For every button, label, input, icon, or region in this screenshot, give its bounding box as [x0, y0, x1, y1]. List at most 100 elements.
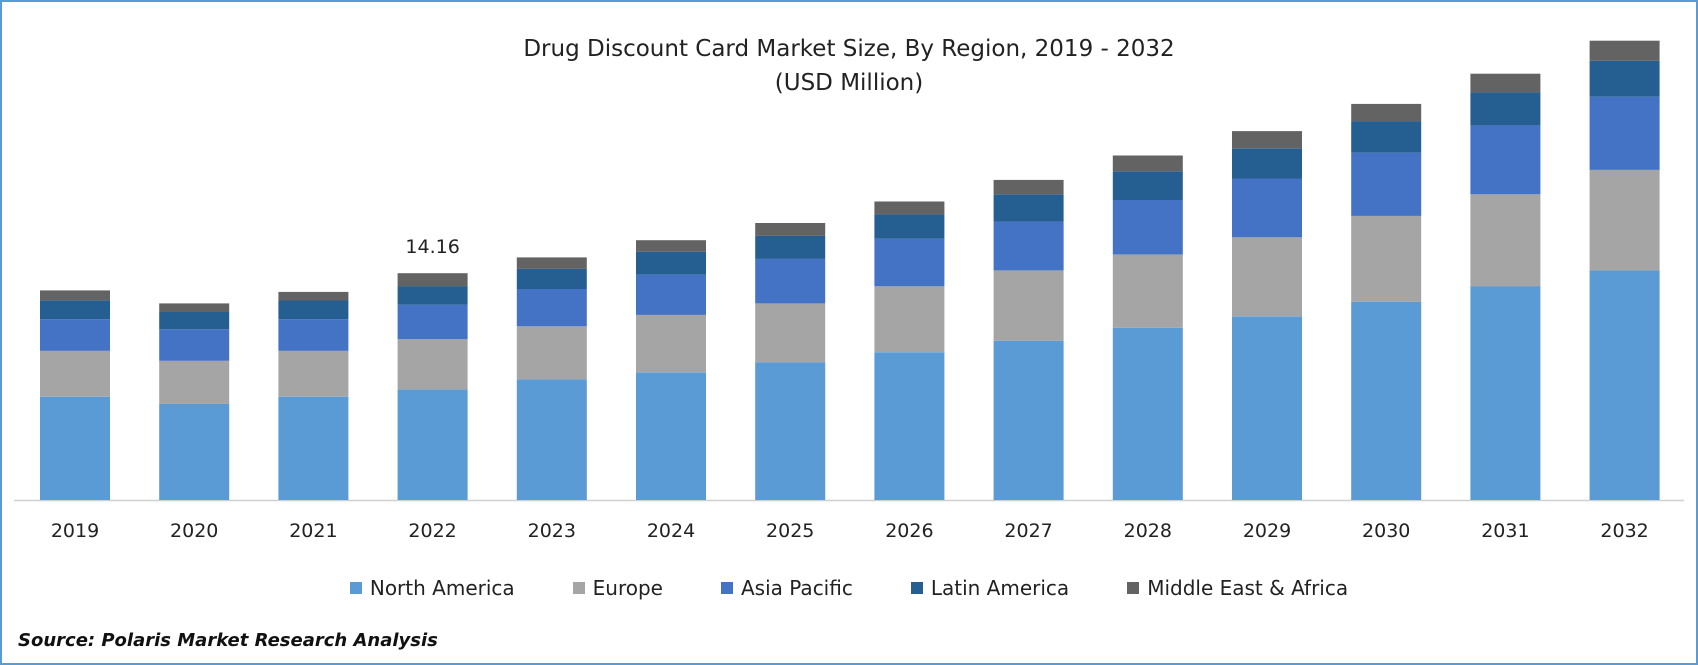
x-tick-label-2022: 2022	[408, 520, 456, 542]
bar-segment-2022-asia-pacific	[397, 304, 468, 340]
legend-swatch	[721, 582, 733, 594]
bar-segment-2021-asia-pacific	[278, 319, 349, 351]
bar-segment-2028-europe	[1112, 254, 1183, 328]
bar-segment-2021-north-america	[278, 396, 349, 500]
data-label-2022: 14.16	[405, 236, 459, 258]
bar-segment-2024-north-america	[636, 372, 706, 500]
bar-segment-2027-asia-pacific	[993, 221, 1064, 271]
bar-segment-2026-middle-east-africa	[874, 201, 945, 215]
bar-segment-2020-north-america	[159, 403, 230, 500]
bar-segment-2031-north-america	[1470, 286, 1541, 500]
legend-item-europe: Europe	[572, 576, 663, 600]
legend-label: North America	[369, 576, 515, 600]
x-tick-label-2028: 2028	[1124, 520, 1172, 542]
bar-segment-2019-asia-pacific	[40, 319, 110, 351]
legend-label: Europe	[592, 576, 663, 600]
bar-segment-2021-europe	[278, 350, 349, 397]
chart-legend: North America Europe Asia Pacific Latin Ame…	[2, 576, 1696, 600]
bar-segment-2024-latin-america	[636, 251, 706, 275]
legend-swatch	[910, 582, 923, 594]
x-tick-label-2031: 2031	[1481, 520, 1529, 542]
bar-segment-2032-middle-east-africa	[1589, 40, 1660, 61]
bar-segment-2028-latin-america	[1112, 171, 1183, 200]
bar-segment-2023-europe	[516, 326, 587, 380]
bar-segment-2029-asia-pacific	[1232, 178, 1302, 238]
x-tick-label-2019: 2019	[51, 520, 99, 542]
bar-segment-2019-north-america	[40, 396, 110, 500]
bar-segment-2025-middle-east-africa	[755, 223, 826, 236]
bar-segment-2029-north-america	[1232, 316, 1302, 500]
x-tick-label-2029: 2029	[1243, 520, 1291, 542]
bar-segment-2021-middle-east-africa	[278, 291, 349, 301]
bar-segment-2030-middle-east-africa	[1351, 103, 1422, 122]
bar-segment-2028-north-america	[1112, 327, 1183, 500]
legend-swatch	[1127, 582, 1140, 594]
bar-segment-2022-latin-america	[397, 286, 468, 305]
bar-segment-2022-europe	[397, 339, 468, 390]
bar-segment-2026-europe	[874, 286, 945, 353]
bar-segment-2031-asia-pacific	[1470, 125, 1541, 195]
legend-swatch	[572, 582, 585, 594]
chart-subtitle: (USD Million)	[774, 70, 924, 96]
bar-segment-2023-asia-pacific	[516, 289, 587, 327]
bar-segment-2029-europe	[1232, 237, 1302, 317]
bar-segment-2019-latin-america	[40, 300, 110, 320]
bar-segment-2026-latin-america	[874, 214, 945, 239]
bar-segment-2028-asia-pacific	[1112, 200, 1183, 255]
bar-segment-2020-europe	[159, 360, 230, 404]
legend-label: Middle East & Africa	[1147, 576, 1349, 600]
x-tick-label-2026: 2026	[885, 520, 933, 542]
bar-segment-2030-north-america	[1351, 301, 1422, 500]
bar-segment-2027-latin-america	[993, 194, 1064, 222]
bar-segment-2030-europe	[1351, 215, 1422, 302]
bar-segment-2032-north-america	[1589, 270, 1660, 500]
bar-segment-2028-middle-east-africa	[1112, 155, 1183, 172]
bar-segment-2025-asia-pacific	[755, 258, 826, 304]
legend-swatch	[349, 582, 362, 594]
bar-segment-2024-middle-east-africa	[636, 240, 706, 252]
bar-segment-2030-latin-america	[1351, 121, 1422, 153]
bar-segment-2024-asia-pacific	[636, 274, 706, 315]
bar-segment-2032-europe	[1589, 169, 1660, 271]
x-tick-label-2020: 2020	[170, 520, 218, 542]
legend-item-latin-america: Latin America	[910, 576, 1070, 600]
bar-segment-2025-latin-america	[755, 235, 826, 259]
bar-segment-2020-asia-pacific	[159, 329, 230, 361]
legend-item-north-america: North America	[349, 576, 515, 600]
bar-segment-2031-europe	[1470, 194, 1541, 287]
bar-segment-2029-latin-america	[1232, 148, 1302, 179]
x-tick-label-2027: 2027	[1004, 520, 1052, 542]
bar-segment-2019-europe	[40, 350, 110, 397]
legend-item-middle-east-africa: Middle East & Africa	[1127, 576, 1348, 600]
bar-segment-2025-europe	[755, 303, 826, 363]
bar-segment-2025-north-america	[755, 362, 826, 500]
bar-segment-2023-latin-america	[516, 268, 587, 289]
legend-label: Asia Pacific	[741, 576, 853, 600]
x-tick-label-2021: 2021	[289, 520, 337, 542]
bar-segment-2021-latin-america	[278, 300, 349, 320]
bar-segment-2032-asia-pacific	[1589, 96, 1660, 170]
bar-segment-2031-latin-america	[1470, 92, 1541, 126]
bar-segment-2026-asia-pacific	[874, 238, 945, 287]
source-note: Source: Polaris Market Research Analysis	[18, 630, 438, 651]
bar-segment-2030-asia-pacific	[1351, 152, 1422, 216]
x-tick-label-2032: 2032	[1600, 520, 1648, 542]
bar-segment-2020-latin-america	[159, 312, 230, 330]
bar-segment-2031-middle-east-africa	[1470, 73, 1541, 93]
x-tick-label-2025: 2025	[766, 520, 814, 542]
bar-segment-2027-europe	[993, 270, 1064, 341]
bar-segment-2029-middle-east-africa	[1232, 131, 1302, 149]
x-tick-label-2023: 2023	[528, 520, 576, 542]
bar-segment-2022-middle-east-africa	[397, 273, 468, 287]
bar-segment-2022-north-america	[397, 389, 468, 500]
legend-label: Latin America	[930, 576, 1070, 600]
bar-segment-2027-north-america	[993, 340, 1064, 500]
bar-segment-2032-latin-america	[1589, 60, 1660, 97]
bar-segment-2024-europe	[636, 314, 706, 373]
bar-segment-2023-middle-east-africa	[516, 257, 587, 269]
x-tick-label-2030: 2030	[1362, 520, 1410, 542]
bar-segment-2020-middle-east-africa	[159, 303, 230, 312]
bar-segment-2026-north-america	[874, 352, 945, 500]
chart-title: Drug Discount Card Market Size, By Regio…	[523, 36, 1175, 62]
